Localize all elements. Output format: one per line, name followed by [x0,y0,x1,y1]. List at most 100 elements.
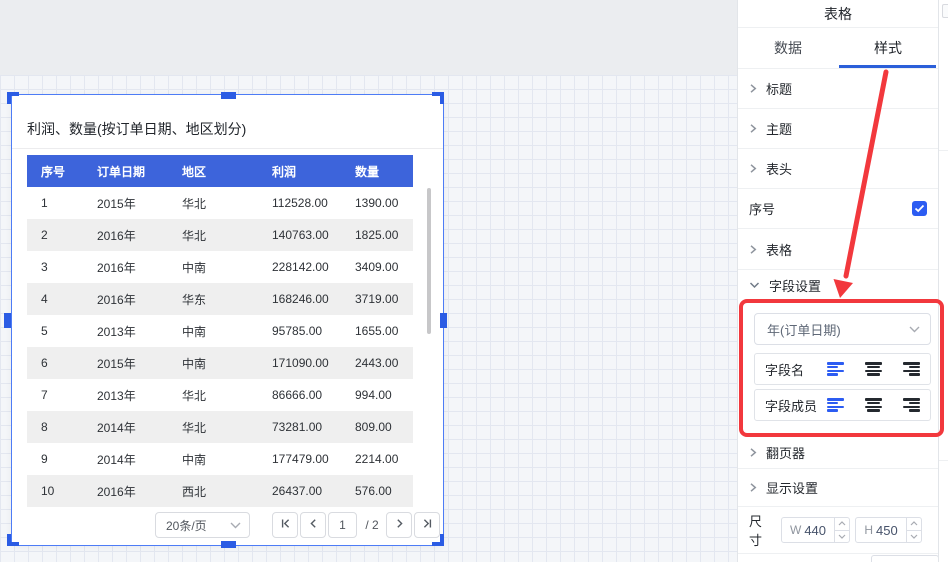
table-cell: 576.00 [355,484,392,498]
align-left-icon[interactable] [827,362,844,376]
height-input[interactable] [876,522,904,538]
clipped-input-box [871,555,939,562]
resize-handle-top-right[interactable] [432,92,444,104]
first-page-button[interactable] [272,512,298,538]
table-row: 2 2016年 华北 140763.00 1825.00 [27,219,413,251]
field-select-value: 年(订单日期) [767,322,841,338]
prev-page-button[interactable] [300,512,326,538]
width-input[interactable] [804,522,833,538]
height-spinner [906,518,921,542]
table-scrollbar[interactable] [427,188,431,334]
clipped-toolbar-box [942,4,948,18]
height-decrease-button[interactable] [907,529,921,543]
width-increase-button[interactable] [835,518,849,530]
align-center-icon[interactable] [865,398,882,412]
table-cell: 中南 [182,452,207,467]
table-cell: 112528.00 [272,196,328,210]
panel-title: 表格 [738,0,938,28]
section-theme[interactable]: 主题 [738,109,938,149]
table-cell: 1655.00 [355,324,399,338]
section-table-header[interactable]: 表头 [738,149,938,189]
table-cell: 3719.00 [355,292,399,306]
chevron-down-icon [749,281,760,289]
table-cell: 10 [41,484,55,498]
section-label: 翻页器 [766,446,806,461]
align-button-group [827,398,920,412]
table-cell: 171090.00 [272,356,329,370]
section-title[interactable]: 标题 [738,69,938,109]
table-cell: 7 [41,388,48,402]
page-size-select[interactable]: 20条/页 [155,512,250,538]
sequence-checkbox[interactable] [912,201,927,216]
resize-handle-bottom-left[interactable] [7,534,19,546]
tab-data[interactable]: 数据 [774,40,802,56]
table-cell: 3409.00 [355,260,399,274]
field-select[interactable]: 年(订单日期) [754,313,931,345]
section-label: 标题 [766,82,793,97]
table-row: 9 2014年 中南 177479.00 2214.00 [27,443,413,475]
chevron-right-icon [749,447,757,458]
align-center-icon[interactable] [865,362,882,376]
section-display-settings[interactable]: 显示设置 [738,469,938,507]
resize-handle-left[interactable] [4,313,11,328]
resize-handle-bottom[interactable] [221,541,236,548]
page-size-label: 20条/页 [166,518,207,533]
section-pager[interactable]: 翻页器 [738,437,938,469]
table-cell: 2016年 [97,228,136,243]
table-cell: 2015年 [97,356,136,371]
table-cell: 2013年 [97,388,136,403]
table-row: 5 2013年 中南 95785.00 1655.00 [27,315,413,347]
tab-style[interactable]: 样式 [838,28,938,68]
section-table[interactable]: 表格 [738,229,938,270]
section-label: 表头 [766,162,793,177]
next-page-button[interactable] [386,512,412,538]
table-cell: 华北 [182,196,207,211]
chevron-right-icon [749,123,757,134]
resize-handle-top-left[interactable] [7,92,19,104]
field-name-align-row: 字段名 [754,353,931,385]
chevron-right-icon [749,482,757,493]
table-cell: 2014年 [97,452,136,467]
height-increase-button[interactable] [907,518,921,530]
table-row: 6 2015年 中南 171090.00 2443.00 [27,347,413,379]
table-cell: 994.00 [355,388,392,402]
table-cell: 中南 [182,356,207,371]
table-cell: 809.00 [355,420,392,434]
table-cell: 2016年 [97,484,136,499]
align-left-icon[interactable] [827,398,844,412]
prev-page-icon [308,518,319,532]
table-cell: 168246.00 [272,292,329,306]
table-cell: 1825.00 [355,228,399,242]
size-label: 尺寸 [749,514,763,548]
table-cell: 2013年 [97,324,136,339]
resize-handle-bottom-right[interactable] [432,534,444,546]
align-right-icon[interactable] [903,362,920,376]
table-cell: 86666.00 [272,388,323,402]
table-header-cell: 序号 [27,155,83,187]
section-field-settings[interactable]: 字段设置 [738,270,938,300]
section-label: 表格 [766,242,793,258]
table-cell: 9 [41,452,48,466]
design-canvas[interactable]: 利润、数量(按订单日期、地区划分) 序号 订单日期 地区 利润 数量 1 2015年 华北 1… [0,0,737,562]
pagination-bar: 20条/页 / 2 [12,512,443,538]
resize-handle-right[interactable] [440,313,447,328]
width-spinner [834,518,850,543]
table-widget[interactable]: 利润、数量(按订单日期、地区划分) 序号 订单日期 地区 利润 数量 1 2015年 华北 1… [12,95,443,545]
align-right-icon[interactable] [903,398,920,412]
width-decrease-button[interactable] [835,529,850,543]
table-cell: 中南 [182,260,207,275]
field-row-label: 字段名 [765,362,805,378]
align-button-group [827,362,920,376]
resize-handle-top[interactable] [221,92,236,99]
section-sequence-number: 序号 [738,189,938,229]
strip-divider [939,460,948,461]
chevron-right-icon [749,83,757,94]
page-number-input[interactable] [328,512,357,538]
last-page-button[interactable] [414,512,440,538]
table-cell: 2016年 [97,292,136,307]
table-row: 10 2016年 西北 26437.00 576.00 [27,475,413,507]
chevron-right-icon [749,163,757,174]
table-cell: 73281.00 [272,420,323,434]
table-cell: 177479.00 [272,452,329,466]
